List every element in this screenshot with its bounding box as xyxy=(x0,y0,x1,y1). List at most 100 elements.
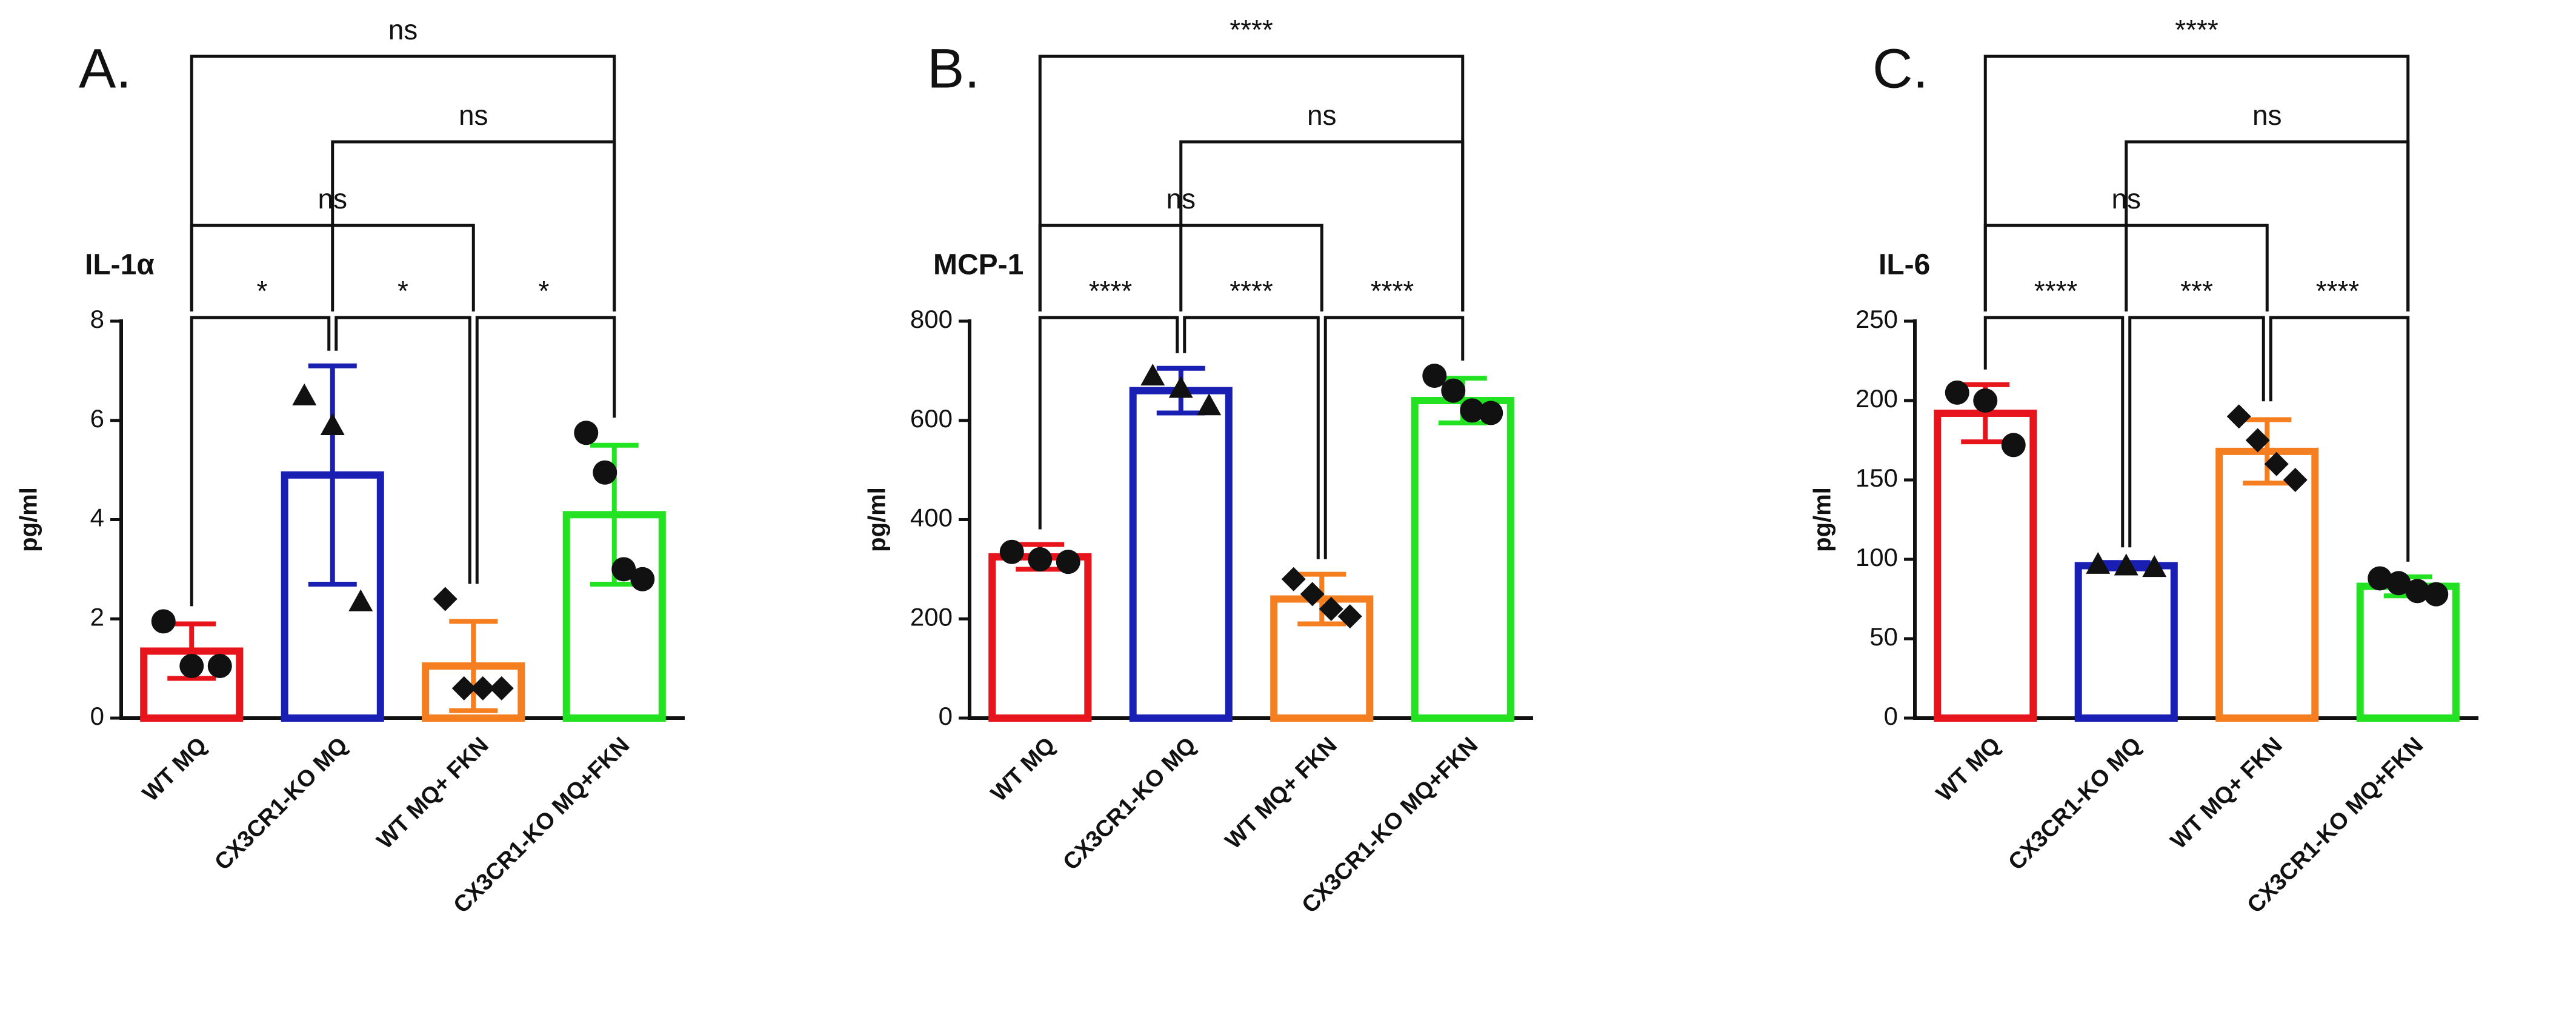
data-point xyxy=(999,539,1024,564)
significance-label: **** xyxy=(1230,275,1273,307)
data-point xyxy=(1337,604,1362,629)
significance-bracket xyxy=(190,316,331,607)
data-point xyxy=(292,383,317,405)
bar xyxy=(2074,562,2178,722)
chart-title: IL-6 xyxy=(1879,249,1930,281)
x-tick-label: WT MQ xyxy=(138,733,211,807)
x-tick-label: CX3CR1-KO MQ xyxy=(210,733,353,876)
significance-label: * xyxy=(539,275,550,307)
x-tick-label: WT MQ xyxy=(986,733,1060,807)
significance-label: * xyxy=(257,275,268,307)
data-point xyxy=(470,676,495,701)
y-tick-label: 4 xyxy=(90,504,104,532)
data-point xyxy=(1945,380,1969,405)
data-point xyxy=(1460,398,1485,423)
significance-bracket xyxy=(1983,316,2125,548)
y-tick-label: 250 xyxy=(1855,305,1898,333)
significance-label: *** xyxy=(2180,275,2213,307)
x-tick-label: CX3CR1-KO MQ xyxy=(2003,733,2146,876)
significance-bracket xyxy=(1038,316,1179,530)
data-point xyxy=(1197,393,1222,416)
significance-label: **** xyxy=(2175,14,2218,45)
significance-bracket xyxy=(1038,224,1323,311)
error-bar xyxy=(2243,417,2292,486)
significance-bracket xyxy=(190,224,475,311)
y-tick-label: 0 xyxy=(939,702,953,730)
data-point xyxy=(1056,550,1080,574)
bar xyxy=(1129,387,1233,722)
data-point xyxy=(1441,378,1466,403)
data-point xyxy=(2245,428,2270,453)
y-axis-label: pg/ml xyxy=(864,487,891,552)
data-point xyxy=(2086,551,2111,574)
significance-label: ns xyxy=(459,99,488,131)
data-point xyxy=(489,676,514,701)
x-tick-label: WT MQ+ FKN xyxy=(372,733,494,854)
y-tick-label: 6 xyxy=(90,404,104,433)
significance-label: **** xyxy=(2034,275,2078,307)
data-point xyxy=(1168,376,1193,398)
data-point xyxy=(1973,388,1998,413)
data-point xyxy=(593,460,617,485)
y-tick-label: 8 xyxy=(90,305,104,333)
y-tick-label: 100 xyxy=(1855,543,1898,571)
panel: C. IL-6 pg/ml 0 50 100 150 200 250 WT MQCX3CR1-KO… xyxy=(1809,14,2478,918)
data-point xyxy=(1281,567,1306,591)
data-point xyxy=(179,654,204,679)
x-tick-label: WT MQ+ FKN xyxy=(2166,733,2288,854)
data-point xyxy=(611,557,636,582)
significance-label: ns xyxy=(1166,183,1196,215)
significance-label: ns xyxy=(388,14,418,45)
bar xyxy=(1934,409,2037,722)
bar xyxy=(988,553,1092,722)
y-axis-label: pg/ml xyxy=(1809,487,1836,552)
data-point xyxy=(2226,404,2251,429)
data-point xyxy=(1479,401,1503,425)
data-point xyxy=(1028,547,1053,571)
y-axis-label: pg/ml xyxy=(16,487,42,552)
significance-bracket xyxy=(2269,316,2410,562)
y-tick-label: 0 xyxy=(90,702,104,730)
error-bar xyxy=(308,363,357,587)
data-point xyxy=(1319,596,1343,621)
data-point xyxy=(2386,571,2411,596)
y-tick-label: 800 xyxy=(910,305,953,333)
y-tick-label: 200 xyxy=(910,602,953,631)
data-point xyxy=(2424,582,2449,607)
error-bar xyxy=(449,619,498,713)
chart-title: MCP-1 xyxy=(933,249,1023,281)
y-tick-label: 600 xyxy=(910,404,953,433)
significance-bracket xyxy=(1983,55,2410,311)
significance-bracket xyxy=(1983,224,2269,311)
data-point xyxy=(2405,579,2430,604)
y-tick-label: 50 xyxy=(1869,622,1898,651)
data-point xyxy=(451,676,476,701)
significance-bracket xyxy=(1323,316,1465,559)
x-tick-label: WT MQ+ FKN xyxy=(1220,733,1342,854)
x-tick-label: WT MQ xyxy=(1931,733,2005,807)
data-point xyxy=(2264,451,2289,476)
significance-label: * xyxy=(398,275,408,307)
chart-title: IL-1α xyxy=(85,249,155,281)
significance-label: ns xyxy=(1307,99,1337,131)
significance-bracket xyxy=(1038,55,1465,311)
data-point xyxy=(2142,555,2167,578)
data-point xyxy=(630,567,655,591)
y-tick-label: 400 xyxy=(910,504,953,532)
data-point xyxy=(574,421,599,445)
data-point xyxy=(1140,364,1165,386)
data-point xyxy=(2114,553,2138,576)
y-tick-label: 150 xyxy=(1855,464,1898,492)
panel: B. MCP-1 pg/ml 0 200 400 600 800 WT MQCX3CR1-KO … xyxy=(864,14,1533,918)
significance-bracket xyxy=(475,316,616,584)
significance-label: **** xyxy=(1371,275,1414,307)
data-point xyxy=(348,589,373,611)
data-point xyxy=(2001,433,2026,458)
panel-label: A. xyxy=(79,38,131,99)
x-tick-label: CX3CR1-KO MQ xyxy=(1058,733,1201,876)
data-point xyxy=(320,413,345,435)
y-tick-label: 0 xyxy=(1884,702,1898,730)
error-bar xyxy=(1297,571,1346,627)
significance-label: **** xyxy=(1089,275,1133,307)
